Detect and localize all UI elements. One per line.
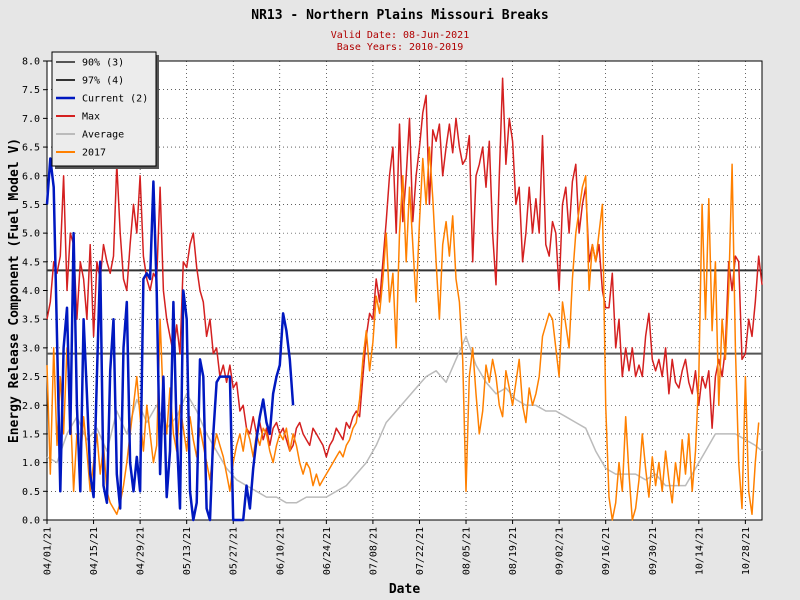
x-tick-label: 06/24/21 — [322, 527, 333, 575]
y-tick-label: 3.0 — [22, 343, 40, 354]
series-line — [46, 77, 763, 458]
series-line — [45, 157, 295, 522]
y-tick-label: 6.0 — [22, 171, 40, 182]
data-series — [45, 77, 763, 522]
x-tick-label: 07/08/21 — [368, 527, 379, 575]
y-tick-label: 2.5 — [22, 372, 40, 383]
x-tick-label: 10/14/21 — [694, 527, 705, 575]
x-tick-label: 05/13/21 — [182, 527, 193, 575]
x-tick-label: 08/05/21 — [462, 527, 473, 575]
legend-label: 2017 — [82, 148, 106, 159]
legend-box — [51, 51, 157, 167]
x-tick-label: 09/30/21 — [648, 527, 659, 575]
x-tick-label: 07/22/21 — [415, 527, 426, 575]
legend-label: Max — [82, 112, 100, 123]
y-tick-label: 3.5 — [22, 315, 40, 326]
y-tick-label: 1.0 — [22, 458, 40, 469]
x-tick-label: 10/28/21 — [741, 527, 752, 575]
x-tick-label: 06/10/21 — [275, 527, 286, 575]
chart-subtitle-base-years: Base Years: 2010-2019 — [337, 42, 463, 53]
y-tick-label: 5.5 — [22, 200, 40, 211]
y-axis-label: Energy Release Component (Fuel Model V) — [7, 138, 22, 443]
x-tick-label: 04/01/21 — [43, 527, 54, 575]
y-tick-label: 6.5 — [22, 143, 40, 154]
y-tick-label: 8.0 — [22, 57, 40, 68]
legend-label: 90% (3) — [82, 58, 124, 69]
legend: 90% (3) 97% (4) Current (2) Max Average 2017 — [51, 51, 159, 169]
chart-title: NR13 - Northern Plains Missouri Breaks — [251, 8, 548, 23]
chart-subtitle-valid-date: Valid Date: 08-Jun-2021 — [331, 30, 469, 41]
x-tick-label: 08/19/21 — [508, 527, 519, 575]
y-tick-label: 4.5 — [22, 257, 40, 268]
x-tick-label: 09/02/21 — [555, 527, 566, 575]
legend-label: Average — [82, 130, 124, 141]
x-tick-label: 04/29/21 — [136, 527, 147, 575]
reference-lines — [47, 269, 762, 355]
y-tick-label: 5.0 — [22, 229, 40, 240]
x-axis-ticks: 04/01/21 04/15/21 04/29/21 05/13/21 05/27/21… — [43, 520, 752, 575]
x-tick-label: 09/16/21 — [601, 527, 612, 575]
y-tick-label: 2.0 — [22, 401, 40, 412]
legend-label: Current (2) — [82, 94, 148, 105]
grid-lines — [46, 60, 762, 521]
legend-label: 97% (4) — [82, 76, 124, 87]
y-tick-label: 4.0 — [22, 286, 40, 297]
x-tick-label: 04/15/21 — [89, 527, 100, 575]
y-tick-label: 7.0 — [22, 114, 40, 125]
y-tick-label: 0.5 — [22, 487, 40, 498]
y-tick-label: 1.5 — [22, 429, 40, 440]
y-tick-label: 0.0 — [22, 516, 40, 527]
x-axis-label: Date — [389, 582, 420, 597]
y-axis-ticks: 0.0 0.5 1.0 1.5 2.0 2.5 3.0 3.5 4.0 4.5 5.0 5.5 6.0 6… — [22, 57, 47, 527]
y-tick-label: 7.5 — [22, 85, 40, 96]
x-tick-label: 05/27/21 — [229, 527, 240, 575]
